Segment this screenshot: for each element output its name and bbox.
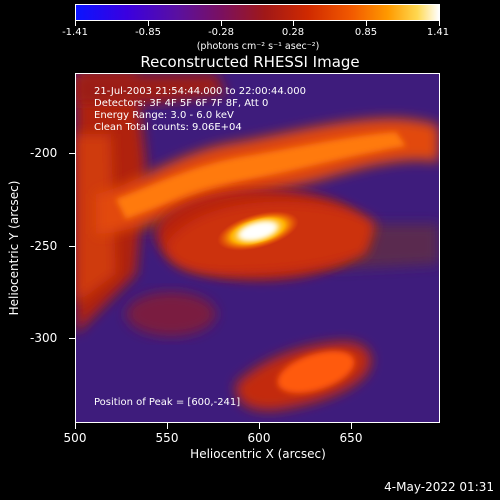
colorbar-label: -0.28	[208, 27, 234, 38]
x-tick-label: 550	[155, 431, 179, 445]
x-tick-label: 600	[247, 431, 271, 445]
rhessi-image-plot: 21-Jul-2003 21:54:44.000 to 22:00:44.000…	[75, 73, 440, 423]
y-tick	[69, 338, 75, 339]
x-tick	[259, 423, 260, 429]
colorbar-label: 0.28	[281, 27, 305, 38]
x-tick	[75, 423, 76, 429]
colorbar-tick	[366, 21, 367, 26]
colorbar-gradient	[75, 4, 440, 21]
x-tick-label: 500	[63, 431, 87, 445]
rhessi-intensity-map	[76, 74, 439, 422]
info-time-range: 21-Jul-2003 21:54:44.000 to 22:00:44.000	[94, 86, 306, 97]
info-algorithm-counts: Clean Total counts: 9.06E+04	[94, 122, 242, 133]
y-tick	[69, 246, 75, 247]
colorbar-label: 1.41	[426, 27, 450, 38]
y-axis-title: Heliocentric Y (arcsec)	[7, 180, 21, 316]
colorbar-tick	[293, 21, 294, 26]
footer-timestamp: 4-May-2022 01:31	[384, 480, 494, 494]
colorbar-label: 0.85	[354, 27, 378, 38]
colorbar-tick	[148, 21, 149, 26]
colorbar-tick	[439, 21, 440, 26]
y-tick	[69, 153, 75, 154]
colorbar-units: (photons cm⁻² s⁻¹ asec⁻²)	[196, 41, 320, 52]
colorbar-label: -0.85	[135, 27, 161, 38]
x-tick-label: 650	[339, 431, 363, 445]
y-tick-label: -250	[30, 239, 58, 253]
colorbar-tick	[221, 21, 222, 26]
colorbar-tick	[75, 21, 76, 26]
x-tick	[351, 423, 352, 429]
colorbar	[75, 4, 440, 26]
y-tick-label: -300	[30, 331, 58, 345]
plot-title: Reconstructed RHESSI Image	[140, 53, 360, 71]
info-energy-range: Energy Range: 3.0 - 6.0 keV	[94, 110, 234, 121]
peak-position-label: Position of Peak = [600,-241]	[94, 397, 241, 408]
y-tick-label: -200	[30, 146, 58, 160]
colorbar-label: -1.41	[62, 27, 88, 38]
x-axis-title: Heliocentric X (arcsec)	[190, 447, 326, 461]
info-detectors: Detectors: 3F 4F 5F 6F 7F 8F, Att 0	[94, 98, 269, 109]
x-tick	[167, 423, 168, 429]
